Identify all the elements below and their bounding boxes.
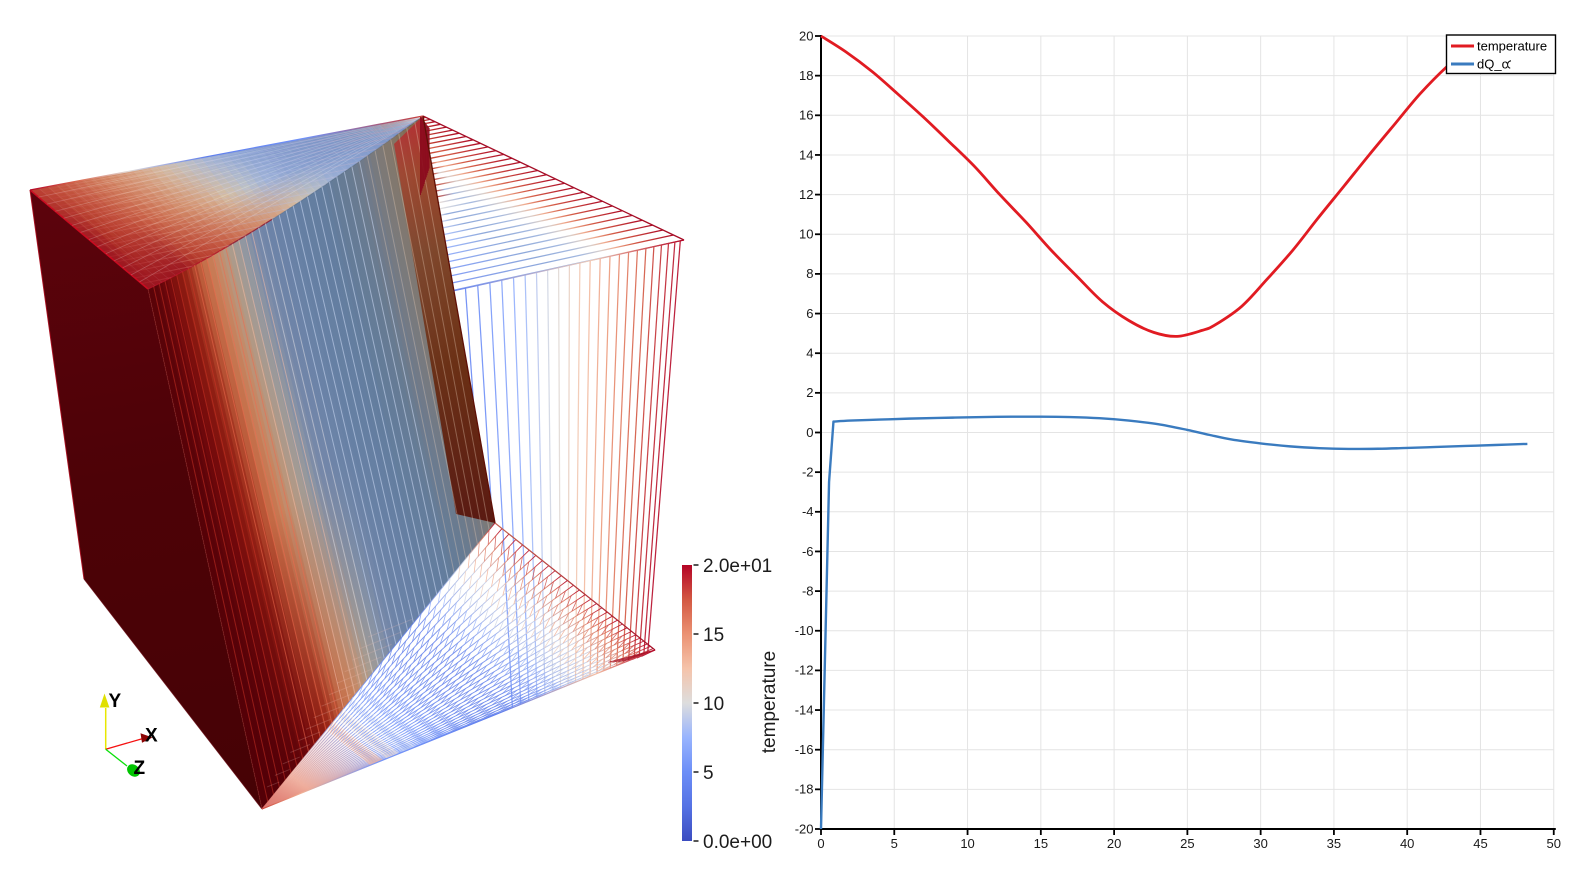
svg-text:-6: -6 [802,544,814,559]
svg-text:10: 10 [703,694,724,715]
svg-text:-4: -4 [802,504,814,519]
svg-text:-10: -10 [795,623,814,638]
svg-text:6: 6 [806,306,813,321]
svg-text:16: 16 [799,108,813,123]
svg-text:0: 0 [817,836,824,851]
svg-text:Z: Z [134,758,146,779]
svg-text:10: 10 [799,227,813,242]
svg-text:14: 14 [799,147,813,162]
svg-text:-18: -18 [795,782,814,797]
svg-text:20: 20 [799,28,813,43]
svg-text:12: 12 [799,187,813,202]
svg-text:25: 25 [1180,836,1194,851]
svg-text:0: 0 [806,425,813,440]
svg-text:4: 4 [806,346,813,361]
svg-text:X: X [145,726,158,747]
svg-text:8: 8 [806,266,813,281]
svg-text:15: 15 [1034,836,1048,851]
svg-text:10: 10 [960,836,974,851]
svg-text:Y: Y [109,691,122,712]
svg-text:2.0e+01: 2.0e+01 [703,556,772,577]
svg-text:0.0e+00: 0.0e+00 [703,832,772,853]
svg-text:5: 5 [703,763,714,784]
svg-text:5: 5 [891,836,898,851]
svg-text:20: 20 [1107,836,1121,851]
svg-text:18: 18 [799,68,813,83]
svg-text:temperature: temperature [1477,39,1547,54]
svg-text:-8: -8 [802,583,814,598]
svg-text:-2: -2 [802,464,814,479]
svg-text:2: 2 [806,385,813,400]
svg-text:-14: -14 [795,702,814,717]
svg-text:-16: -16 [795,742,814,757]
svg-text:50: 50 [1547,836,1561,851]
svg-text:-12: -12 [795,663,814,678]
svg-text:30: 30 [1253,836,1267,851]
svg-text:-20: -20 [795,821,814,836]
svg-text:35: 35 [1327,836,1341,851]
svg-text:15: 15 [703,625,724,646]
svg-text:temperature: temperature [759,651,780,753]
svg-text:dQ_c: dQ_c [1477,57,1509,72]
svg-text:45: 45 [1473,836,1487,851]
svg-text:40: 40 [1400,836,1414,851]
